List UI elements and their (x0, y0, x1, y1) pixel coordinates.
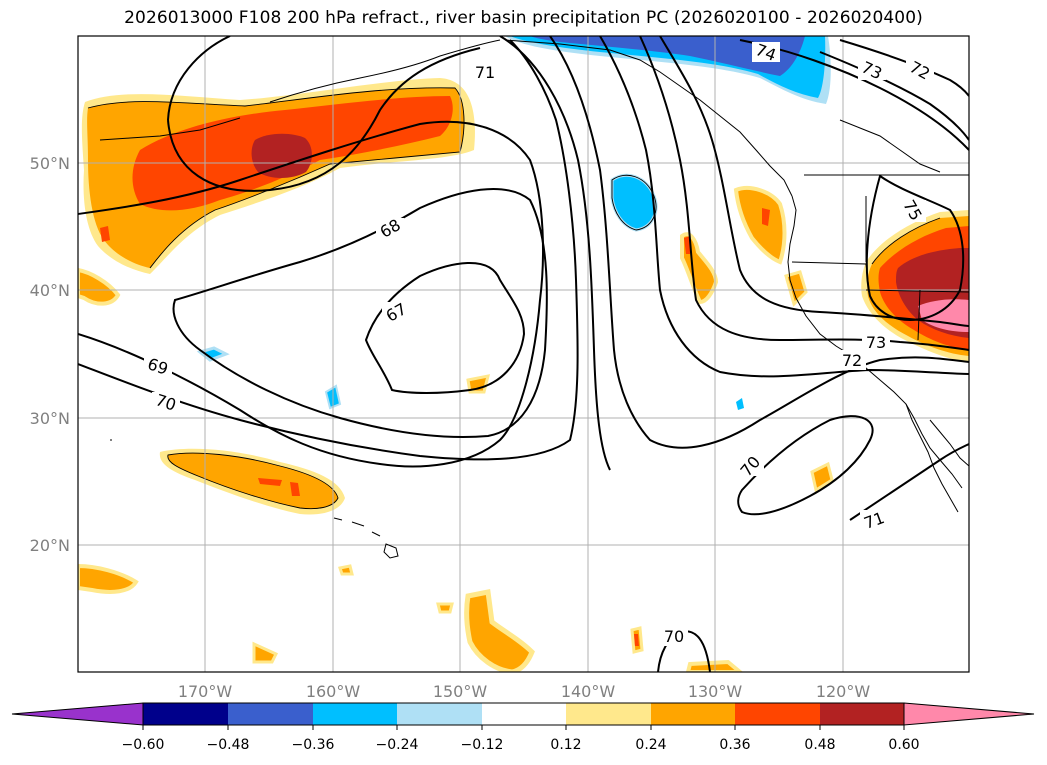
colorbar-tick-label: −0.60 (122, 737, 165, 753)
colorbar-segment (228, 703, 313, 725)
lon-label: 160°W (306, 682, 361, 701)
contour-label: 72 (842, 351, 862, 370)
colorbar-tick-label: 0.24 (635, 737, 666, 753)
shading-southwest-lobe (78, 563, 139, 594)
latitude-labels: 50°N 40°N 30°N 20°N (30, 154, 70, 555)
contour-label: 71 (475, 63, 495, 82)
colorbar-tick-label: −0.48 (207, 737, 250, 753)
lon-label: 130°W (688, 682, 743, 701)
colorbar-tick-label: 0.12 (550, 737, 581, 753)
colorbar-extend-min-arrow (11, 702, 144, 726)
shading-outline-layer (87, 87, 941, 510)
colorbar-tick-label: −0.12 (461, 737, 504, 753)
colorbar-segment (651, 703, 735, 725)
colorbar: −0.60 −0.48 −0.36 −0.24 −0.12 0.12 0.24 … (11, 702, 1035, 753)
shading-west-edge-lobe (78, 267, 121, 306)
colorbar-tick-label: 0.60 (888, 737, 919, 753)
refract-contours (78, 36, 969, 672)
contour-label-layer: 71 74 73 72 68 67 69 70 75 73 72 70 71 (144, 40, 934, 646)
colorbar-segment (313, 703, 397, 725)
colorbar-segment (143, 703, 228, 725)
lat-label: 30°N (30, 409, 70, 428)
lon-label: 120°W (816, 682, 871, 701)
longitude-labels: 170°W 160°W 150°W 140°W 130°W 120°W (178, 682, 871, 701)
lon-label: 150°W (433, 682, 488, 701)
shading-alaska-darkblue (530, 36, 805, 76)
map-frame (77, 35, 970, 673)
map-content: 71 74 73 72 68 67 69 70 75 73 72 70 71 (78, 36, 969, 672)
colorbar-outline (142, 702, 905, 726)
contour-label: 70 (664, 627, 684, 646)
colorbar-segment (482, 703, 566, 725)
colorbar-segment (566, 703, 651, 725)
colorbar-tick-label: 0.36 (719, 737, 750, 753)
colorbar-segment (397, 703, 482, 725)
colorbar-segment (820, 703, 904, 725)
lat-label: 20°N (30, 536, 70, 555)
colorbar-tick-label: 0.48 (804, 737, 835, 753)
lat-label: 50°N (30, 154, 70, 173)
lon-label: 140°W (561, 682, 616, 701)
colorbar-tick-label: −0.24 (376, 737, 419, 753)
colorbar-tick-label: −0.36 (292, 737, 335, 753)
lon-label: 170°W (178, 682, 233, 701)
colorbar-extend-max-arrow (903, 702, 1035, 726)
colorbar-segment (735, 703, 820, 725)
figure-title: 2026013000 F108 200 hPa refract., river … (124, 8, 923, 28)
lat-label: 40°N (30, 281, 70, 300)
shading-north-pacific-darkred (251, 133, 312, 178)
graticule (78, 36, 969, 672)
shading-coast-patch-2 (733, 185, 787, 265)
contour-label: 73 (866, 333, 886, 352)
